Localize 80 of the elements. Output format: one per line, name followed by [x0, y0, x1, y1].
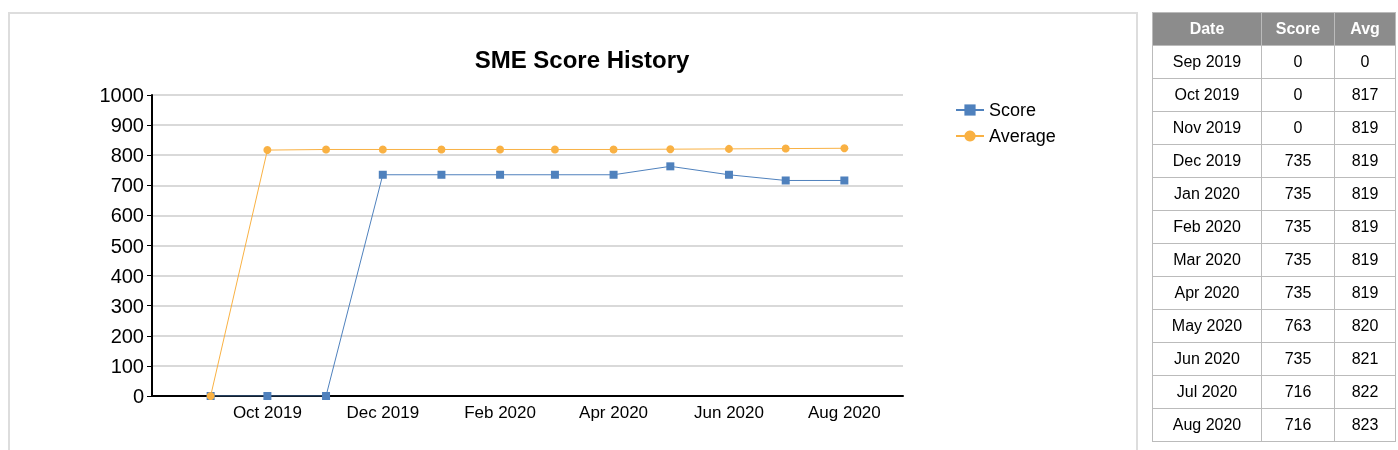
- data-label: 735: [1261, 276, 1335, 310]
- data-label: 817: [1334, 78, 1396, 112]
- data-label: 735: [1261, 177, 1335, 211]
- point: [609, 170, 618, 179]
- point: [496, 170, 505, 179]
- y-tick-label: 800: [110, 144, 144, 167]
- data-label: 763: [1261, 309, 1335, 343]
- data-label: 819: [1334, 210, 1396, 244]
- point: [781, 176, 790, 185]
- data-label: 819: [1334, 111, 1396, 145]
- x-tick-label: Feb 2020: [464, 403, 536, 422]
- data-label: 820: [1334, 309, 1396, 343]
- data-label: 716: [1261, 408, 1335, 442]
- y-tick-label: 500: [110, 234, 144, 257]
- data-label: 819: [1334, 243, 1396, 277]
- category-label: May 2020: [1152, 309, 1262, 343]
- point: [437, 145, 446, 154]
- point: [322, 392, 331, 400]
- legend-label: Avg: [1334, 12, 1396, 46]
- data-label: 0: [1261, 45, 1335, 79]
- point: [840, 144, 849, 153]
- y-tick-label: 200: [110, 324, 144, 347]
- category-label: Feb 2020: [1152, 210, 1262, 244]
- y-tick-label: 400: [110, 264, 144, 287]
- data-label: 0: [1334, 45, 1396, 79]
- x-tick-label: Jun 2020: [693, 403, 764, 422]
- legend-label: Score: [989, 100, 1037, 120]
- x-tick-label: Apr 2020: [579, 403, 649, 422]
- point: [263, 146, 272, 155]
- point: [437, 170, 446, 179]
- category-label: Oct 2019: [1152, 78, 1262, 112]
- point: [666, 145, 675, 154]
- data-label: 819: [1334, 276, 1396, 310]
- data-label: 822: [1334, 375, 1396, 409]
- y-tick-label: 1000: [99, 84, 144, 106]
- y-tick-label: 900: [110, 114, 144, 137]
- point: [378, 145, 387, 154]
- data-label: 735: [1261, 210, 1335, 244]
- point: [724, 170, 733, 179]
- x-tick-label: Aug 2020: [807, 403, 881, 422]
- category-label: Nov 2019: [1152, 111, 1262, 145]
- category-label: Jun 2020: [1152, 342, 1262, 376]
- x-tick-label: Oct 2019: [232, 403, 302, 422]
- category-label: Jan 2020: [1152, 177, 1262, 211]
- point: [781, 144, 790, 153]
- point: [724, 144, 733, 153]
- x-tick-label: Dec 2019: [346, 403, 420, 422]
- y-tick-label: 100: [110, 354, 144, 377]
- data-label: 819: [1334, 177, 1396, 211]
- data-label: 823: [1334, 408, 1396, 442]
- y-tick-label: 300: [110, 294, 144, 317]
- point: [496, 145, 505, 154]
- point: [609, 145, 618, 154]
- point: [550, 170, 559, 179]
- y-tick-label: 700: [110, 174, 144, 197]
- data-label: 0: [1261, 111, 1335, 145]
- point: [840, 176, 849, 185]
- point: [378, 170, 387, 179]
- data-label: 819: [1334, 144, 1396, 178]
- legend-label: Average: [989, 126, 1056, 146]
- data-label: 716: [1261, 375, 1335, 409]
- data-label: 735: [1261, 243, 1335, 277]
- category-label: Mar 2020: [1152, 243, 1262, 277]
- category-label: Sep 2019: [1152, 45, 1262, 79]
- point: [550, 145, 559, 154]
- data-label: 735: [1261, 342, 1335, 376]
- category-label: Jul 2020: [1152, 375, 1262, 409]
- category-label: Apr 2020: [1152, 276, 1262, 310]
- category-label: Dec 2019: [1152, 144, 1262, 178]
- point: [666, 162, 675, 171]
- point: [263, 392, 272, 400]
- chart-title: SME Score History: [474, 45, 691, 73]
- y-tick-label: 600: [110, 204, 144, 227]
- series-label: Score: [1261, 12, 1335, 46]
- point: [322, 145, 331, 154]
- data-label: 0: [1261, 78, 1335, 112]
- data-label: 735: [1261, 144, 1335, 178]
- y-tick-label: 0: [132, 385, 144, 407]
- data-label: 821: [1334, 342, 1396, 376]
- text: Date: [1152, 12, 1262, 46]
